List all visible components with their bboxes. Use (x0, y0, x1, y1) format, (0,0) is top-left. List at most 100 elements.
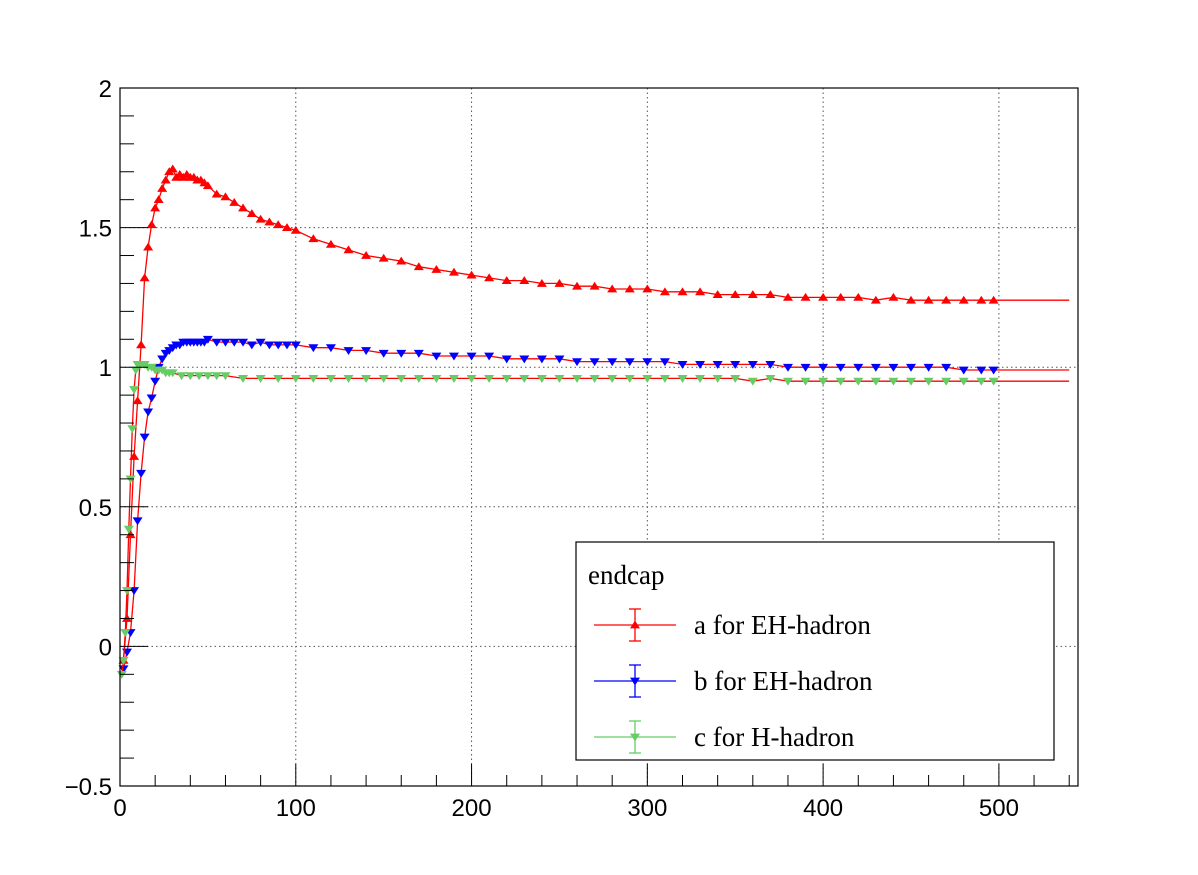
data-point (519, 276, 530, 285)
data-point (129, 452, 140, 460)
data-point (150, 203, 161, 212)
x-tick-label: 500 (979, 795, 1019, 822)
data-point (853, 292, 864, 301)
data-point (958, 366, 969, 375)
data-point (988, 295, 999, 304)
data-point (246, 209, 257, 218)
data-point (536, 355, 547, 364)
legend-label: a for EH-hadron (694, 610, 871, 640)
data-point (122, 613, 133, 622)
data-point (782, 363, 793, 372)
data-point (818, 377, 829, 386)
data-point (176, 372, 187, 381)
data-point (118, 665, 129, 674)
data-point (361, 374, 372, 383)
data-point (818, 292, 829, 301)
data-point (484, 273, 495, 282)
data-point (677, 287, 688, 296)
data-point (554, 374, 565, 383)
y-tick-label: 0.5 (79, 495, 112, 522)
data-point (853, 363, 864, 372)
data-point (255, 338, 266, 347)
legend-label: c for H-hadron (694, 722, 855, 752)
data-point (146, 394, 157, 403)
data-point (290, 225, 301, 234)
data-point (308, 234, 319, 243)
legend-marker (630, 733, 640, 742)
data-point (607, 358, 618, 367)
data-point (624, 284, 635, 293)
data-point (572, 374, 583, 383)
data-point (264, 341, 275, 350)
data-point (765, 361, 776, 369)
data-point (185, 372, 196, 381)
data-point (835, 292, 846, 301)
data-point (122, 587, 133, 596)
data-point (361, 251, 372, 259)
data-point (466, 270, 477, 279)
data-point (229, 197, 240, 206)
data-point (870, 377, 881, 386)
data-point (273, 220, 284, 229)
data-point (624, 374, 635, 383)
data-point (116, 670, 127, 679)
legend-marker (630, 620, 640, 629)
data-point (747, 361, 758, 369)
data-point (835, 377, 846, 386)
data-point (238, 203, 249, 212)
x-tick-label: 300 (627, 795, 667, 822)
data-point (712, 290, 723, 298)
data-point (765, 374, 776, 383)
legend-entry: c for H-hadron (594, 720, 855, 754)
data-point (941, 377, 952, 386)
data-point (146, 220, 157, 229)
data-point (536, 374, 547, 383)
data-point (413, 349, 424, 358)
data-point (361, 347, 372, 355)
data-point (888, 363, 899, 372)
data-point (132, 517, 143, 526)
x-tick-label: 0 (113, 795, 126, 822)
data-point (290, 374, 301, 383)
data-point (800, 377, 811, 386)
data-point (396, 256, 407, 265)
data-point (431, 352, 442, 361)
data-point (976, 377, 987, 386)
data-point (712, 374, 723, 383)
legend-marker (630, 677, 640, 686)
data-point (129, 386, 140, 395)
data-point (229, 338, 240, 347)
data-point (695, 374, 706, 383)
data-point (325, 344, 336, 353)
data-point (129, 587, 140, 596)
data-point (157, 184, 168, 192)
data-point (747, 290, 758, 298)
data-point (123, 525, 134, 534)
data-point (941, 295, 952, 304)
data-point (132, 396, 143, 405)
data-point (695, 361, 706, 369)
data-point (958, 377, 969, 386)
data-point (941, 363, 952, 372)
data-point (448, 374, 459, 383)
data-point (484, 352, 495, 361)
data-point (976, 366, 987, 375)
data-point (194, 372, 205, 381)
legend-entry: a for EH-hadron (594, 608, 871, 642)
y-tick-label: 1.5 (79, 216, 112, 243)
data-point (202, 181, 213, 190)
data-point (712, 361, 723, 369)
series-1 (118, 335, 1070, 674)
data-point (264, 217, 275, 226)
data-point (870, 295, 881, 304)
y-tick-label: 2 (99, 76, 112, 103)
data-point (730, 290, 741, 298)
x-tick-label: 200 (452, 795, 492, 822)
data-point (143, 408, 154, 417)
legend-label: b for EH-hadron (694, 666, 873, 696)
y-tick-label: 0 (99, 634, 112, 661)
data-point (466, 352, 477, 361)
legend-entry: b for EH-hadron (594, 664, 873, 698)
data-point (220, 338, 231, 347)
